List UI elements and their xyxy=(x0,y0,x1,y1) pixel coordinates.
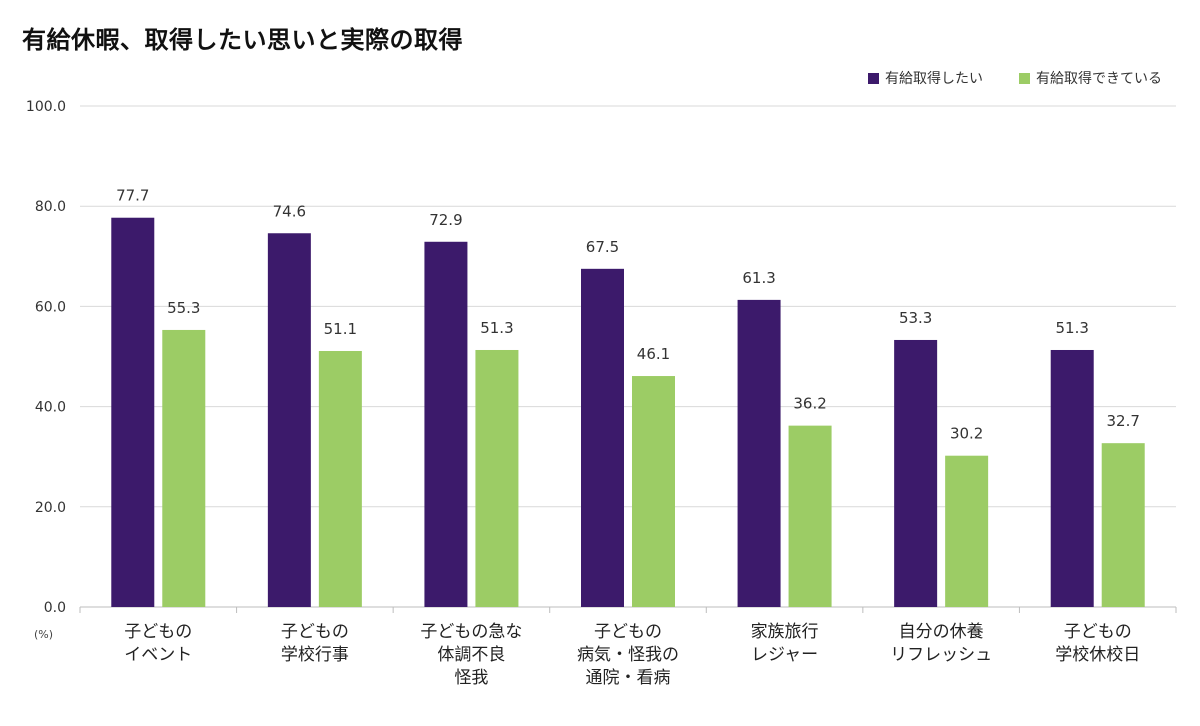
data-label: 67.5 xyxy=(586,238,619,256)
data-label: 51.3 xyxy=(480,319,513,337)
legend-label-want: 有給取得したい xyxy=(885,71,983,87)
bar-want xyxy=(1050,349,1094,607)
bar-want xyxy=(581,268,624,607)
y-tick-label: 60.0 xyxy=(35,299,66,315)
legend-swatch-taken xyxy=(1019,72,1030,84)
x-category-label: 子どもの急な 体調不良 怪我 xyxy=(420,622,523,688)
legend-swatch-want xyxy=(868,72,879,84)
bar-taken xyxy=(318,350,362,607)
y-tick-label: 20.0 xyxy=(35,500,66,516)
y-tick-label: 0.0 xyxy=(44,600,66,616)
data-label: 53.3 xyxy=(899,309,932,327)
bar-taken xyxy=(1101,443,1145,607)
bar-want xyxy=(737,299,781,607)
bar-taken xyxy=(632,376,675,607)
y-axis-unit: (%) xyxy=(34,628,54,641)
x-category-label: 子どもの 病気・怪我の 通院・看病 xyxy=(577,622,679,688)
legend-item-want: 有給取得したい xyxy=(868,68,983,88)
legend-item-taken: 有給取得できている xyxy=(1019,68,1162,88)
chart-title: 有給休暇、取得したい思いと実際の取得 xyxy=(22,26,463,54)
x-category-label: 子どもの 学校休校日 xyxy=(1055,622,1141,665)
data-label: 77.7 xyxy=(116,187,149,205)
x-category-label: 自分の休養 リフレッシュ xyxy=(890,622,993,665)
bar-want xyxy=(267,233,311,607)
data-label: 51.1 xyxy=(324,320,357,338)
legend-label-taken: 有給取得できている xyxy=(1036,71,1162,87)
bar-taken xyxy=(788,425,832,607)
x-category-label: 家族旅行 レジャー xyxy=(750,622,819,665)
bar-taken xyxy=(162,329,206,607)
y-tick-label: 80.0 xyxy=(35,199,66,215)
data-label: 61.3 xyxy=(742,269,775,287)
y-tick-label: 40.0 xyxy=(35,400,66,416)
data-label: 30.2 xyxy=(950,425,983,443)
bar-want xyxy=(894,339,938,607)
legend: 有給取得したい 有給取得できている xyxy=(868,68,1162,88)
data-label: 72.9 xyxy=(429,211,462,229)
x-category-label: 子どもの イベント xyxy=(124,622,193,665)
bar-want xyxy=(424,241,468,607)
data-label: 74.6 xyxy=(273,202,306,220)
bar-taken xyxy=(945,455,989,607)
data-label: 32.7 xyxy=(1107,412,1140,430)
data-label: 55.3 xyxy=(167,299,200,317)
bar-taken xyxy=(475,349,519,607)
x-category-label: 子どもの 学校行事 xyxy=(280,622,349,665)
y-tick-label: 100.0 xyxy=(26,99,66,115)
bar-want xyxy=(111,217,155,607)
data-label: 36.2 xyxy=(793,395,826,413)
data-label: 46.1 xyxy=(637,345,670,363)
data-label: 51.3 xyxy=(1056,319,1089,337)
